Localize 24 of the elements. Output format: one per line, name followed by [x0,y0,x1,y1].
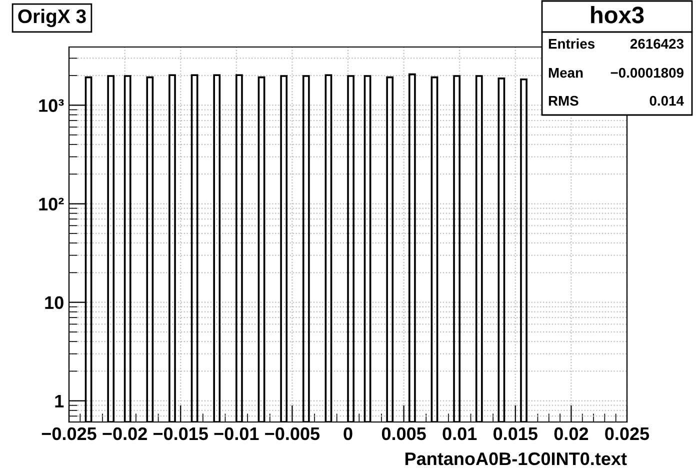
x-axis-title: PantanoA0B-1C0INT0.text [405,452,627,466]
chart-title: OrigX 3 [18,8,86,28]
x-tick-label: 0.015 [494,427,538,440]
text: hox3 [591,6,644,24]
x-tick-label: 0.02 [554,427,588,440]
x-tick-label: 0.025 [605,427,650,440]
y-tick-label: 10³ [39,99,64,112]
annotation: Entries [548,38,595,49]
x-tick-label: −0.005 [265,427,320,440]
x-tick-label: −0.015 [153,427,208,440]
y-tick-label: 1 [55,394,64,408]
annotation: Mean [548,68,583,78]
x-tick-label: −0.01 [214,427,259,440]
y-tick-label: 10² [39,198,64,210]
annotation: RMS [548,96,578,106]
text: 0.014 [650,96,684,106]
x-tick-label: 0.01 [442,427,477,440]
y-tick-label: 10 [45,296,64,310]
x-tick-label: 0 [344,427,352,440]
x-tick-label: 0.005 [382,427,426,440]
x-tick-label: −0.025 [42,427,96,440]
text: 2616423 [630,38,684,49]
annotation: −0.0001809 [610,68,684,78]
x-tick-label: −0.02 [102,427,147,440]
